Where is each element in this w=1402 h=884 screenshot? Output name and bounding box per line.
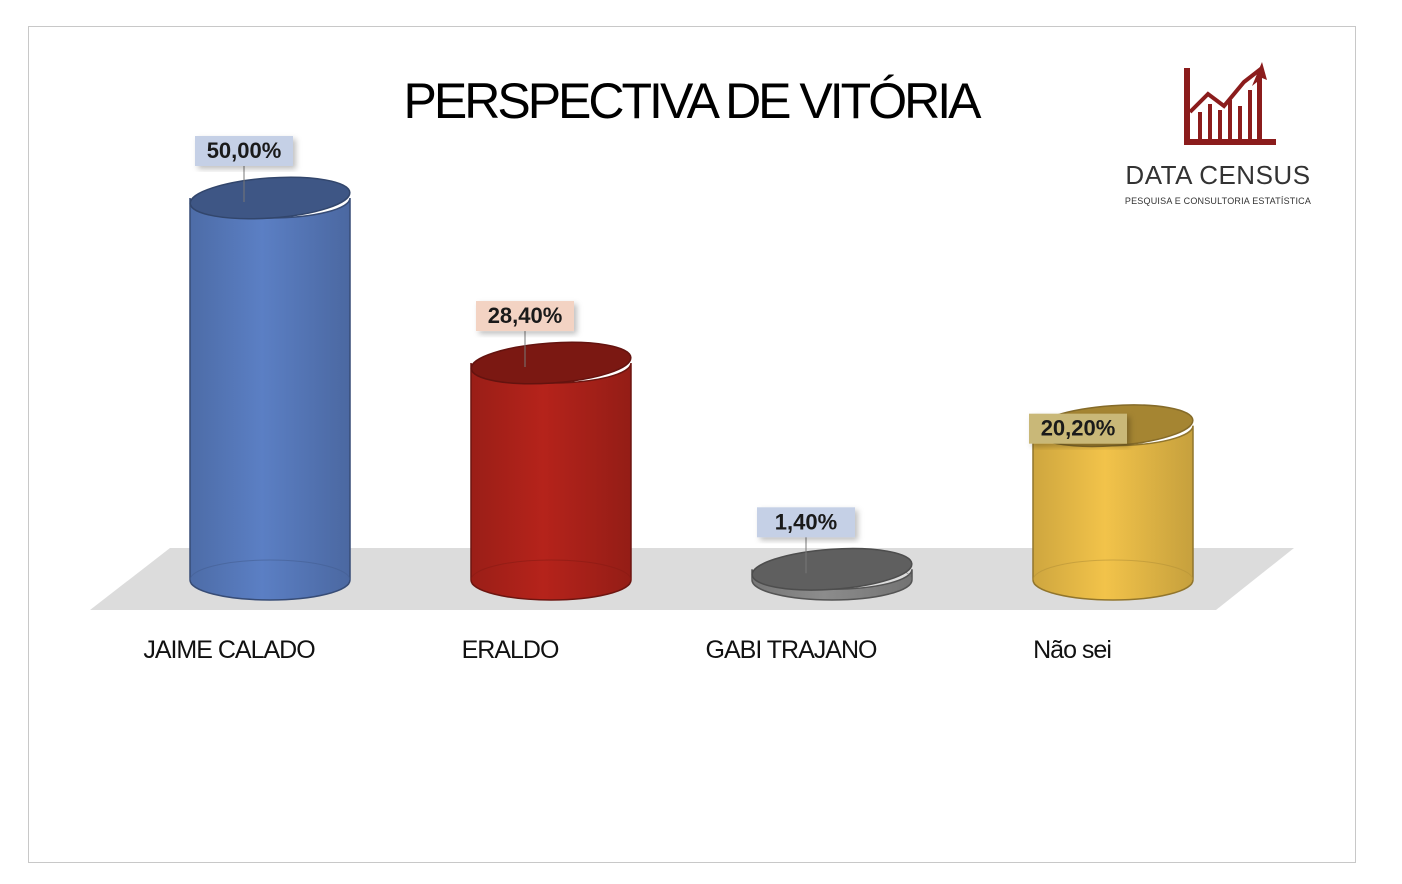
bar-chart-trend-arrow-icon (1184, 62, 1276, 145)
brand-name: DATA CENSUS (1125, 160, 1311, 190)
category-label: GABI TRAJANO (706, 636, 877, 664)
category-label: JAIME CALADO (143, 636, 315, 664)
data-label-2: 28,40% (476, 301, 574, 368)
cylinder-bar-2 (470, 341, 632, 601)
data-census-logo: DATA CENSUS PESQUISA E CONSULTORIA ESTAT… (1112, 60, 1332, 220)
cylinder-bar-3 (751, 547, 913, 601)
data-label-text: 1,40% (775, 509, 837, 534)
chart-title: PERSPECTIVA DE VITÓRIA (403, 73, 982, 129)
chart-floor (90, 548, 1294, 610)
brand-tagline: PESQUISA E CONSULTORIA ESTATÍSTICA (1124, 196, 1312, 206)
cylinder-bar-1 (189, 176, 351, 601)
data-label-text: 20,20% (1041, 416, 1116, 441)
data-label-3: 1,40% (757, 507, 855, 574)
data-label-4: 20,20% (1029, 413, 1127, 444)
category-label: ERALDO (462, 636, 559, 664)
data-label-text: 28,40% (488, 303, 563, 328)
data-label-1: 50,00% (195, 136, 293, 202)
category-label: Não sei (1033, 636, 1111, 664)
data-label-text: 50,00% (207, 138, 282, 163)
